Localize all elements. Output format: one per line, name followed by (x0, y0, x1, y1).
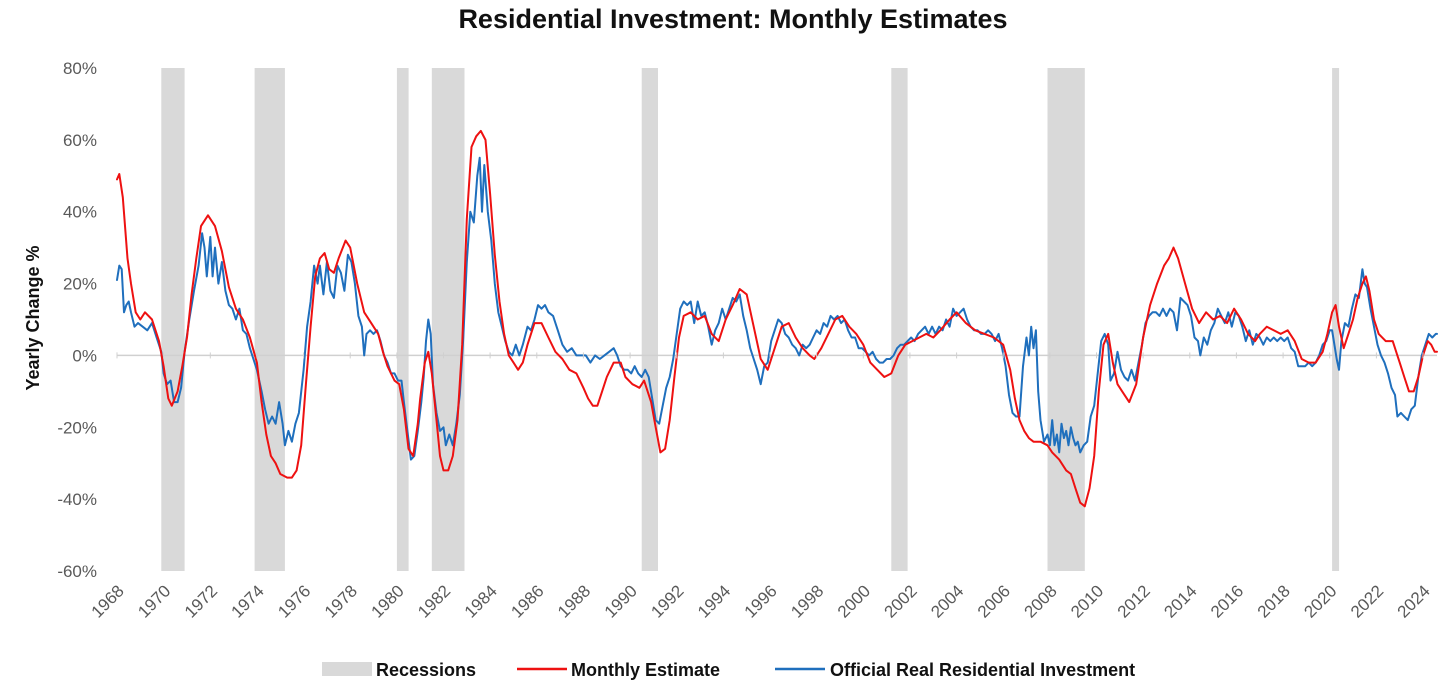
x-tick-label: 1982 (414, 581, 454, 621)
x-tick-label: 2016 (1207, 581, 1247, 621)
x-tick-label: 2024 (1394, 581, 1434, 621)
legend: Recessions Monthly Estimate Official Rea… (322, 660, 1135, 680)
x-tick-label: 2008 (1021, 581, 1061, 621)
x-tick-label: 1996 (741, 581, 781, 621)
x-tick-label: 1972 (181, 581, 221, 621)
series-line-monthly (116, 129, 1438, 508)
x-tick-label: 2014 (1160, 581, 1200, 621)
recession-band-1 (254, 68, 285, 571)
x-tick-label: 1992 (647, 581, 687, 621)
y-tick-label: -40% (57, 490, 97, 509)
x-tick-label: 2002 (881, 581, 921, 621)
x-tick-label: 1970 (134, 581, 174, 621)
y-tick-label: -20% (57, 418, 97, 437)
x-tick-label: 1998 (787, 581, 827, 621)
y-tick-label: 80% (63, 59, 97, 78)
x-tick-label: 1984 (461, 581, 501, 621)
recession-band-0 (161, 68, 185, 571)
legend-label-monthly: Monthly Estimate (571, 660, 720, 680)
x-tick-label: 2020 (1300, 581, 1340, 621)
y-axis-ticks: 80% 60% 40% 20% 0% -20% -40% -60% (57, 59, 97, 581)
x-tick-label: 2018 (1254, 581, 1294, 621)
x-tick-label: 2022 (1347, 581, 1387, 621)
recession-band-4 (641, 68, 658, 571)
legend-label-recessions: Recessions (376, 660, 476, 680)
legend-label-official: Official Real Residential Investment (830, 660, 1135, 680)
y-tick-label: 60% (63, 131, 97, 150)
x-tick-label: 2006 (974, 581, 1014, 621)
recession-band-2 (396, 68, 409, 571)
series-lines (116, 129, 1438, 508)
y-tick-label: 40% (63, 203, 97, 222)
recession-band-6 (1047, 68, 1085, 571)
series-line-official (116, 156, 1438, 461)
x-tick-label: 1980 (368, 581, 408, 621)
x-tick-label: 1986 (507, 581, 547, 621)
recession-band-3 (431, 68, 465, 571)
x-tick-label: 2004 (927, 581, 967, 621)
recession-band-7 (1332, 68, 1340, 571)
y-tick-label: -60% (57, 562, 97, 581)
recession-bands (161, 68, 1340, 571)
x-tick-label: 1978 (321, 581, 361, 621)
x-tick-label: 1990 (601, 581, 641, 621)
x-tick-label: 2012 (1114, 581, 1154, 621)
y-tick-label: 0% (72, 346, 97, 365)
x-tick-label: 2000 (834, 581, 874, 621)
y-axis-label: Yearly Change % (23, 245, 43, 390)
x-axis-ticks: 1968 1970 1972 1974 1976 1978 1980 1982 1984 1986… (88, 352, 1434, 622)
x-tick-label: 2010 (1067, 581, 1107, 621)
x-tick-label: 1994 (694, 581, 734, 621)
y-tick-label: 20% (63, 275, 97, 294)
x-tick-label: 1988 (554, 581, 594, 621)
recession-band-5 (891, 68, 908, 571)
x-tick-label: 1976 (274, 581, 314, 621)
chart-title: Residential Investment: Monthly Estimate… (458, 4, 1007, 34)
x-tick-label: 1974 (228, 581, 268, 621)
legend-swatch-recessions (322, 662, 372, 676)
x-tick-label: 1968 (88, 581, 128, 621)
